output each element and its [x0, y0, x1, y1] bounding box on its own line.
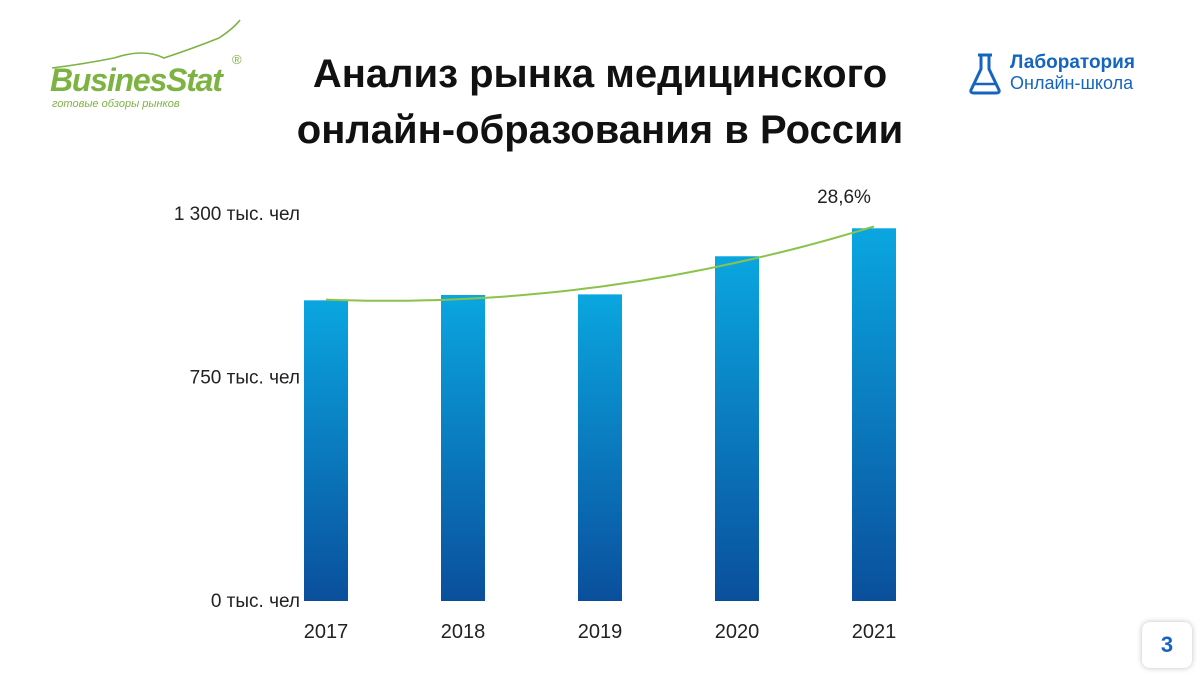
- bar-2019: [578, 294, 622, 601]
- logo-brand-name: BusinesStat: [50, 62, 223, 98]
- logo-swoosh-icon: [51, 19, 241, 69]
- flask-icon: [969, 53, 1001, 95]
- logo-line-2: Онлайн-школа: [1010, 73, 1134, 93]
- page-title-line-1: Анализ рынка медицинского: [312, 52, 888, 96]
- y-tick-label-1: 750 тыс. чел: [190, 368, 300, 389]
- x-tick-label-2019: 2019: [578, 621, 623, 643]
- bar-2021: [852, 228, 896, 601]
- page-title-line-2: онлайн-образования в России: [296, 108, 904, 152]
- page-number-badge: 3: [1142, 622, 1192, 668]
- bar-2018: [441, 294, 485, 601]
- businesstat-logo: BusinesStat ® готовые обзоры рынков: [44, 18, 254, 118]
- logo-tagline: готовые обзоры рынков: [52, 98, 180, 110]
- x-tick-label-2021: 2021: [852, 621, 897, 643]
- y-tick-label-2: 1 300 тыс. чел: [174, 204, 300, 225]
- x-tick-label-2018: 2018: [441, 621, 486, 643]
- laboratoriya-logo: Лаборатория Онлайн-школа: [966, 50, 1166, 100]
- trend-line: [325, 225, 875, 302]
- x-tick-label-2017: 2017: [304, 621, 349, 643]
- growth-annotation: 28,6%: [817, 187, 871, 208]
- page-title: Анализ рынка медицинского онлайн-образов…: [250, 46, 950, 158]
- bar-2017: [304, 300, 348, 601]
- logo-registered-mark: ®: [232, 52, 242, 67]
- y-tick-label-0: 0 тыс. чел: [211, 591, 300, 612]
- bar-2020: [715, 256, 759, 601]
- x-tick-label-2020: 2020: [715, 621, 760, 643]
- logo-line-1: Лаборатория: [1010, 52, 1135, 73]
